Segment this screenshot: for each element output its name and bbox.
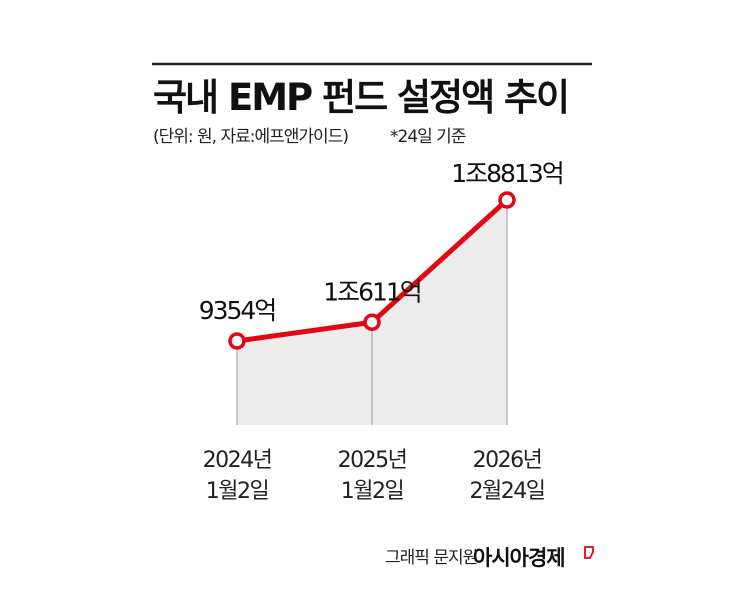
data-point (498, 191, 516, 209)
x-tick-label: 1월2일 (341, 479, 404, 504)
data-label: 9354억 (199, 296, 276, 325)
data-label: 1조611억 (323, 277, 421, 306)
data-label: 1조8813억 (451, 159, 563, 188)
chart-note: *24일 기준 (390, 127, 466, 147)
x-tick-label: 2월24일 (470, 479, 545, 504)
credit-byline: 그래픽 문지원 (385, 548, 477, 568)
x-tick-label: 2025년 (338, 448, 407, 473)
brand-logo-icon (584, 546, 594, 559)
data-point (363, 313, 381, 332)
data-point (228, 332, 246, 350)
x-tick-label: 2026년 (473, 448, 542, 473)
x-tick-label: 2024년 (203, 448, 272, 473)
chart-title: 국내 EMP 펀드 설정액 추이 (153, 76, 568, 119)
x-tick-label: 1월2일 (206, 479, 269, 504)
area-fill (237, 200, 507, 425)
credit-brand: 아시아경제 (473, 546, 565, 570)
chart-subtitle: (단위: 원, 자료:에프앤가이드) (153, 127, 348, 147)
